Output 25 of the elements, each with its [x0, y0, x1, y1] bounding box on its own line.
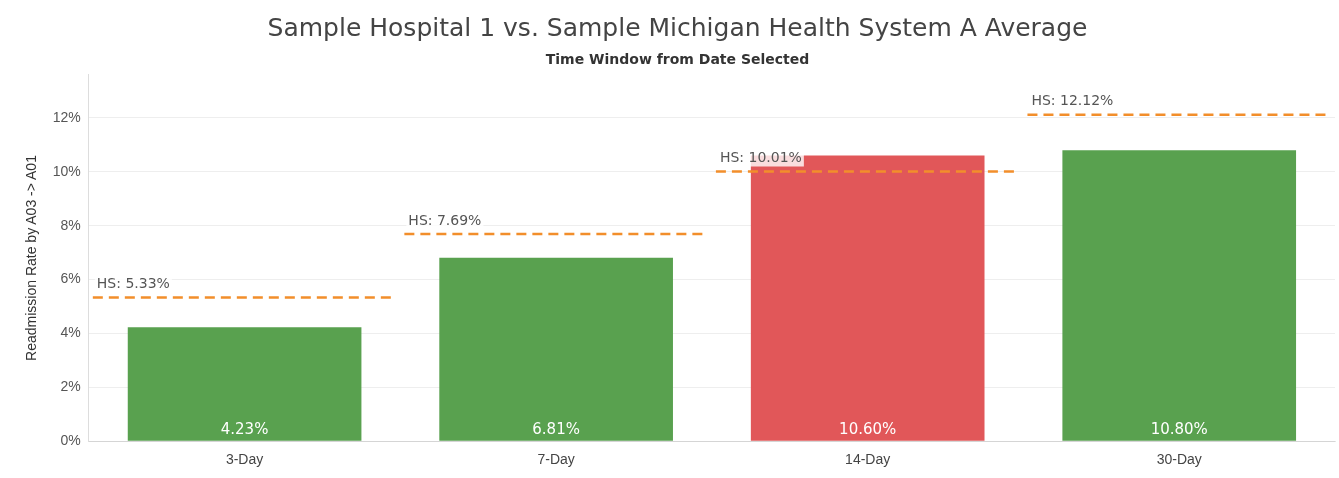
y-tick-label: 10% [52, 162, 81, 179]
y-tick-label: 0% [60, 432, 81, 449]
x-tick-label: 14-Day [845, 451, 891, 468]
y-tick-label: 6% [60, 270, 81, 287]
ref-line-label: HS: 7.69% [408, 211, 482, 228]
ref-line-label: HS: 12.12% [1031, 92, 1114, 109]
y-tick-label: 8% [60, 216, 81, 233]
ref-line-label: HS: 5.33% [96, 275, 170, 292]
y-tick-label: 12% [52, 108, 81, 125]
data-label: 4.23% [220, 419, 269, 438]
chart-title: Sample Hospital 1 vs. Sample Michigan Health System A Average [267, 12, 1088, 42]
x-tick-label: 30-Day [1156, 451, 1202, 468]
bar [127, 327, 362, 441]
data-label: 10.80% [1150, 419, 1208, 438]
y-axis-title: Readmission Rate by A03 -> A01 [23, 154, 40, 361]
x-tick-label: 7-Day [537, 451, 575, 468]
y-tick-label: 4% [60, 324, 81, 341]
y-tick-label: 2% [60, 378, 81, 395]
bar [439, 257, 673, 441]
bar [1062, 150, 1297, 441]
ref-line-label: HS: 10.01% [719, 149, 802, 166]
data-label: 10.60% [839, 419, 897, 438]
data-label: 6.81% [532, 419, 580, 438]
chart-subtitle: Time Window from Date Selected [545, 51, 810, 68]
x-tick-label: 3-Day [225, 451, 264, 468]
